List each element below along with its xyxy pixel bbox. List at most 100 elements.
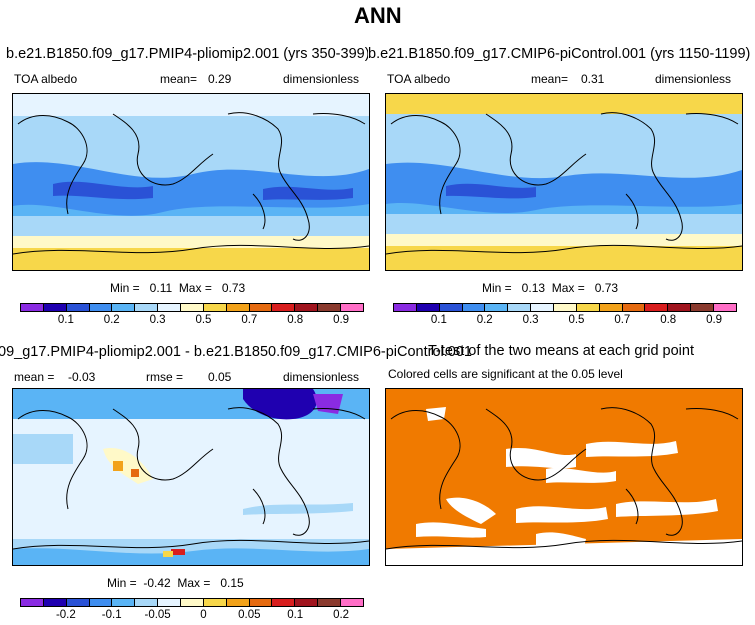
colorbar-cell [462, 304, 486, 311]
panel-difference-title: 09_g17.PMIP4-pliomip2.001 - b.e21.B1850.… [0, 344, 472, 360]
colorbar-cell [66, 599, 90, 606]
colorbar-tick-label: -0.1 [101, 609, 122, 621]
panel-ttest-subtitle: Colored cells are significant at the 0.0… [388, 367, 623, 381]
colorbar-cell [89, 599, 113, 606]
panel-case-mean-value: 0.29 [208, 72, 232, 86]
colorbar-tick-label: 0 [200, 609, 207, 621]
panel-case-colorbar-ticks: 0.1 0.2 0.3 0.5 0.7 0.8 0.9 [20, 314, 364, 330]
colorbar-cell [714, 304, 736, 311]
panel-control-title: b.e21.B1850.f09_g17.CMIP6-piControl.001 … [368, 46, 751, 62]
panel-difference-colorbar-ticks: -0.2 -0.1 -0.05 0 0.05 0.1 0.2 [20, 609, 364, 625]
colorbar-tick-label: 0.1 [430, 314, 447, 326]
panel-control-mean-label: mean= [531, 72, 569, 86]
panel-difference-min-max: Min = -0.42 Max = 0.15 [107, 576, 244, 590]
panel-difference-units: dimensionless [283, 370, 360, 384]
panel-case-units: dimensionless [283, 72, 360, 86]
panel-difference-rmse-value: 0.05 [208, 370, 232, 384]
panel-case-mean-label: mean= [160, 72, 198, 86]
colorbar-tick-label: 0.5 [195, 314, 212, 326]
panel-ttest-title: T-test of the two means at each grid poi… [428, 343, 694, 359]
colorbar-tick-label: 0.3 [149, 314, 166, 326]
colorbar-cell [226, 599, 250, 606]
panel-case-colorbar [20, 303, 364, 312]
colorbar-tick-label: 0.2 [476, 314, 493, 326]
colorbar-cell [599, 304, 623, 311]
colorbar-cell [158, 304, 182, 311]
colorbar-cell [249, 599, 273, 606]
colorbar-tick-label: 0.2 [333, 609, 350, 621]
colorbar-tick-label: 0.9 [706, 314, 723, 326]
colorbar-tick-label: 0.8 [287, 314, 304, 326]
colorbar-cell [249, 304, 273, 311]
colorbar-cell [21, 304, 44, 311]
colorbar-cell [43, 304, 67, 311]
colorbar-cell [416, 304, 440, 311]
panel-difference-colorbar [20, 598, 364, 607]
colorbar-cell [576, 304, 600, 311]
colorbar-cell [295, 599, 319, 606]
colorbar-cell [645, 304, 669, 311]
panel-control-colorbar [393, 303, 737, 312]
colorbar-tick-label: 0.7 [614, 314, 631, 326]
colorbar-cell [89, 304, 113, 311]
polar-band-south [13, 246, 369, 270]
colorbar-cell [554, 304, 577, 311]
panel-difference-map [12, 388, 370, 566]
colorbar-tick-label: -0.2 [55, 609, 76, 621]
panel-difference-mean-value: -0.03 [68, 370, 96, 384]
coastlines-difference [13, 407, 369, 550]
colorbar-tick-label: 0.7 [241, 314, 258, 326]
colorbar-cell [203, 304, 227, 311]
colorbar-cell [21, 599, 44, 606]
figure-title: ANN [354, 3, 402, 28]
panel-control-variable: TOA albedo [387, 72, 451, 86]
colorbar-tick-label: 0.05 [238, 609, 261, 621]
colorbar-cell [531, 304, 555, 311]
panel-control-units: dimensionless [655, 72, 732, 86]
colorbar-cell [66, 304, 90, 311]
non-significant-regions [386, 407, 742, 565]
colorbar-tick-label: -0.05 [144, 609, 171, 621]
colorbar-cell [135, 599, 159, 606]
colorbar-cell [181, 304, 204, 311]
colorbar-cell [295, 304, 319, 311]
panel-control-min-max: Min = 0.13 Max = 0.73 [482, 281, 619, 295]
colorbar-cell [622, 304, 646, 311]
colorbar-cell [318, 304, 342, 311]
colorbar-cell [112, 304, 136, 311]
colorbar-cell [43, 599, 67, 606]
colorbar-cell [226, 304, 250, 311]
colorbar-cell [272, 304, 296, 311]
colorbar-cell [158, 599, 182, 606]
colorbar-cell [394, 304, 417, 311]
panel-case-title: b.e21.B1850.f09_g17.PMIP4-pliomip2.001 (… [6, 46, 370, 62]
panel-ttest-map [385, 388, 743, 566]
colorbar-tick-label: 0.9 [333, 314, 350, 326]
colorbar-cell [318, 599, 342, 606]
panel-control-colorbar-ticks: 0.1 0.2 0.3 0.5 0.7 0.8 0.9 [393, 314, 737, 330]
panel-control-mean-value: 0.31 [581, 72, 605, 86]
tropical-band [13, 162, 369, 216]
colorbar-tick-label: 0.5 [568, 314, 585, 326]
panel-control-map [385, 93, 743, 271]
coastlines [13, 112, 369, 255]
colorbar-cell [439, 304, 463, 311]
colorbar-tick-label: 0.2 [103, 314, 120, 326]
panel-case-map [12, 93, 370, 271]
panel-difference-mean-label: mean = [14, 370, 55, 384]
colorbar-cell [203, 599, 227, 606]
colorbar-cell [272, 599, 296, 606]
colorbar-tick-label: 0.1 [287, 609, 304, 621]
panel-case-variable: TOA albedo [14, 72, 78, 86]
colorbar-cell [135, 304, 159, 311]
colorbar-tick-label: 0.3 [522, 314, 539, 326]
colorbar-cell [485, 304, 509, 311]
colorbar-cell [181, 599, 204, 606]
colorbar-tick-label: 0.1 [57, 314, 74, 326]
colorbar-cell [691, 304, 715, 311]
panel-difference-rmse-label: rmse = [146, 370, 184, 384]
colorbar-cell [668, 304, 692, 311]
colorbar-tick-label: 0.8 [660, 314, 677, 326]
coastlines-ttest [386, 407, 742, 550]
colorbar-cell [112, 599, 136, 606]
